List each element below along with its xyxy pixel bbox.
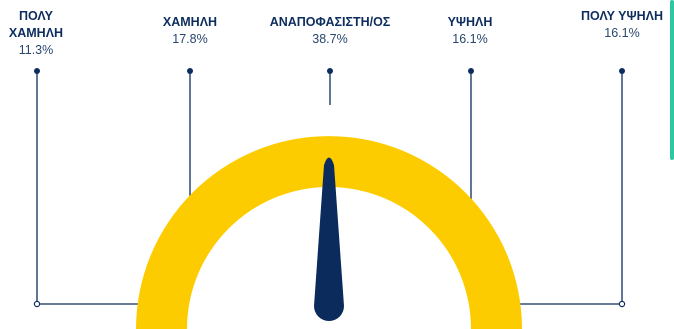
category-label-very-high: ΠΟΛΥ ΥΨΗΛΗ 16.1% <box>572 8 672 42</box>
category-label-very-low: ΠΟΛΥ ΧΑΜΗΛΗ 11.3% <box>5 8 67 59</box>
category-name-line: ΑΝΑΠΟΦΑΣΙΣΤΗ/ΟΣ <box>269 15 391 29</box>
leader-lines <box>33 68 626 308</box>
leader-dot <box>468 68 474 74</box>
category-name-line: ΧΑΜΗΛΗ <box>8 26 64 40</box>
category-label-high: ΥΨΗΛΗ 16.1% <box>430 14 510 48</box>
leader-dot <box>327 68 333 74</box>
leader-line-very-low <box>33 68 150 308</box>
category-percent: 38.7% <box>312 32 348 46</box>
category-label-undecided: ΑΝΑΠΟΦΑΣΙΣΤΗ/ΟΣ 38.7% <box>250 14 410 48</box>
category-name-line: ΧΑΜΗΛΗ <box>162 15 218 29</box>
category-name-line: ΠΟΛΥ <box>19 9 53 23</box>
leader-line-high <box>468 68 474 200</box>
category-name-line: ΥΨΗΛΗ <box>447 15 493 29</box>
leader-line-undecided <box>327 68 333 105</box>
category-percent: 16.1% <box>452 32 488 46</box>
leader-end-dot <box>33 300 41 308</box>
leader-line-very-high <box>510 68 626 308</box>
gauge-needle <box>314 157 344 321</box>
category-percent: 16.1% <box>604 26 640 40</box>
accent-bar <box>670 0 674 160</box>
category-percent: 17.8% <box>172 32 208 46</box>
leader-dot <box>187 68 193 74</box>
category-label-low: ΧΑΜΗΛΗ 17.8% <box>145 14 235 48</box>
category-name-line: ΠΟΛΥ ΥΨΗΛΗ <box>580 9 664 23</box>
leader-line-low <box>187 68 193 200</box>
leader-dot <box>619 68 625 74</box>
leader-dot <box>34 68 40 74</box>
gauge-arc <box>136 136 522 329</box>
category-percent: 11.3% <box>18 43 54 57</box>
leader-end-dot <box>618 300 626 308</box>
